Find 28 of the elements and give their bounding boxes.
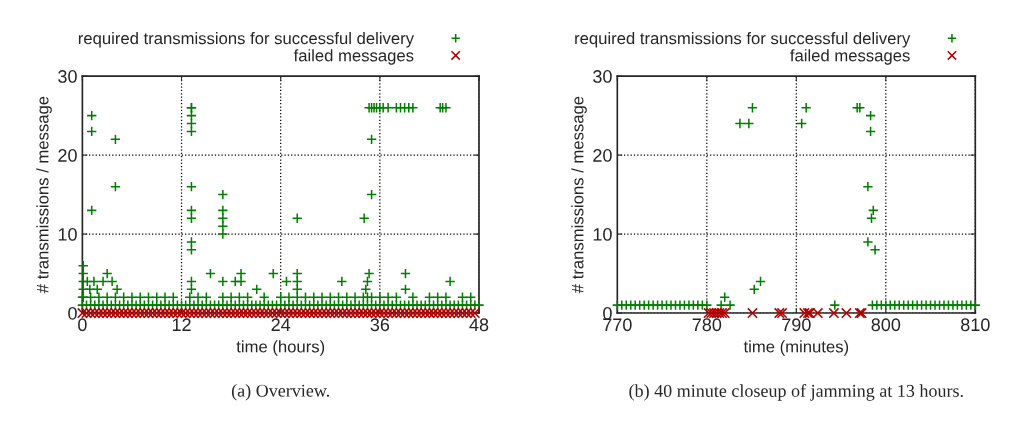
y-tick-label: 10 [593,227,612,241]
x-tick-label: 0 [78,318,87,332]
x-axis-title: time (hours) [236,340,325,356]
x-tick-label: 770 [603,318,632,332]
y-tick-label: 20 [593,149,612,162]
x-tick-label: 810 [961,318,990,332]
y-tick-label: 20 [58,149,77,162]
y-axis-title: # transmissions / message [36,96,52,294]
x-tick-label: 12 [172,318,191,331]
legend-label: required transmissions for successful delivery [575,32,911,48]
x-tick-label: 24 [271,318,291,331]
y-tick-label: 0 [68,306,77,320]
x-tick-label: 790 [782,318,811,332]
text: (a) Overview. [231,384,330,401]
x-tick-label: 48 [469,318,489,332]
y-axis-title: # transmissions / message [571,96,587,294]
legend-label: failed messages [293,49,414,65]
y-tick-label: 30 [58,70,77,83]
legend-label: required transmissions for successful delivery [78,32,414,48]
y-tick-label: 30 [593,70,612,83]
y-tick-label: 0 [603,306,612,320]
x-tick-label: 800 [871,318,901,332]
x-tick-label: 780 [692,318,722,332]
text: (b) 40 minute closeup of jamming at 13 hours. [629,384,963,401]
legend-label: failed messages [790,49,910,65]
x-tick-label: 36 [370,318,390,332]
x-axis-title: time (minutes) [743,340,849,356]
y-tick-label: 10 [58,227,77,241]
